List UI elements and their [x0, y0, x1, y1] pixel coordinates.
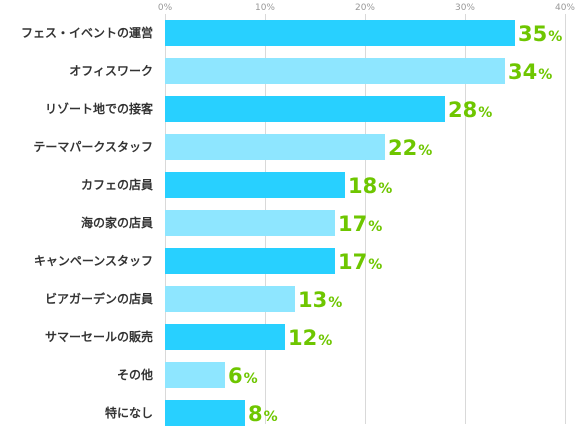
value-number: 28 — [448, 98, 477, 122]
x-tick-label: 30% — [455, 3, 475, 13]
bar — [165, 286, 295, 312]
value-number: 8 — [248, 402, 263, 426]
category-label: オフィスワーク — [69, 64, 153, 78]
category-label: 海の家の店員 — [81, 215, 153, 230]
x-axis-ticks: 0% 10% 20% 30% 40% — [158, 3, 576, 13]
value-number: 34 — [508, 60, 537, 84]
value-number: 17 — [338, 212, 367, 236]
value-number: 13 — [298, 288, 327, 312]
value-unit: % — [264, 409, 278, 425]
value-label: 8% — [248, 402, 278, 426]
category-label: 特になし — [105, 405, 153, 420]
value-unit: % — [538, 67, 552, 83]
bar — [165, 324, 285, 350]
value-label: 17% — [338, 212, 382, 236]
value-number: 17 — [338, 250, 367, 274]
value-label: 22% — [388, 136, 432, 160]
x-tick-label: 10% — [255, 3, 275, 13]
category-label: ビアガーデンの店員 — [45, 291, 153, 306]
category-label: カフェの店員 — [81, 177, 153, 192]
bar — [165, 96, 445, 122]
value-label: 17% — [338, 250, 382, 274]
bar — [165, 248, 335, 274]
value-label: 28% — [448, 98, 492, 122]
value-number: 35 — [518, 22, 547, 46]
bar — [165, 362, 225, 388]
value-number: 22 — [388, 136, 417, 160]
category-labels: フェス・イベントの運営オフィスワークリゾート地での接客テーマパークスタッフカフェ… — [21, 25, 154, 420]
category-label: サマーセールの販売 — [45, 329, 153, 344]
value-unit: % — [378, 181, 392, 197]
category-label: リゾート地での接客 — [45, 101, 154, 116]
value-unit: % — [418, 143, 432, 159]
value-label: 6% — [228, 364, 258, 388]
value-label: 13% — [298, 288, 342, 312]
value-unit: % — [478, 105, 492, 121]
value-number: 18 — [348, 174, 377, 198]
x-tick-label: 0% — [158, 3, 173, 13]
x-tick-label: 40% — [555, 3, 575, 13]
value-number: 12 — [288, 326, 317, 350]
value-unit: % — [328, 295, 342, 311]
value-unit: % — [318, 333, 332, 349]
value-label: 18% — [348, 174, 392, 198]
bar — [165, 134, 385, 160]
bar — [165, 20, 515, 46]
bar — [165, 400, 245, 426]
category-label: キャンペーンスタッフ — [34, 254, 153, 268]
value-labels: 35%34%28%22%18%17%17%13%12%6%8% — [228, 22, 562, 426]
value-label: 34% — [508, 60, 552, 84]
value-unit: % — [368, 219, 382, 235]
value-unit: % — [548, 29, 562, 45]
category-label: テーマパークスタッフ — [33, 140, 153, 154]
category-label: フェス・イベントの運営 — [21, 25, 153, 40]
value-label: 35% — [518, 22, 562, 46]
value-unit: % — [368, 257, 382, 273]
category-label: その他 — [117, 367, 153, 382]
x-tick-label: 20% — [355, 3, 375, 13]
bar — [165, 172, 345, 198]
value-unit: % — [244, 371, 258, 387]
bars — [165, 20, 515, 426]
bar — [165, 58, 505, 84]
value-label: 12% — [288, 326, 332, 350]
bar — [165, 210, 335, 236]
value-number: 6 — [228, 364, 243, 388]
